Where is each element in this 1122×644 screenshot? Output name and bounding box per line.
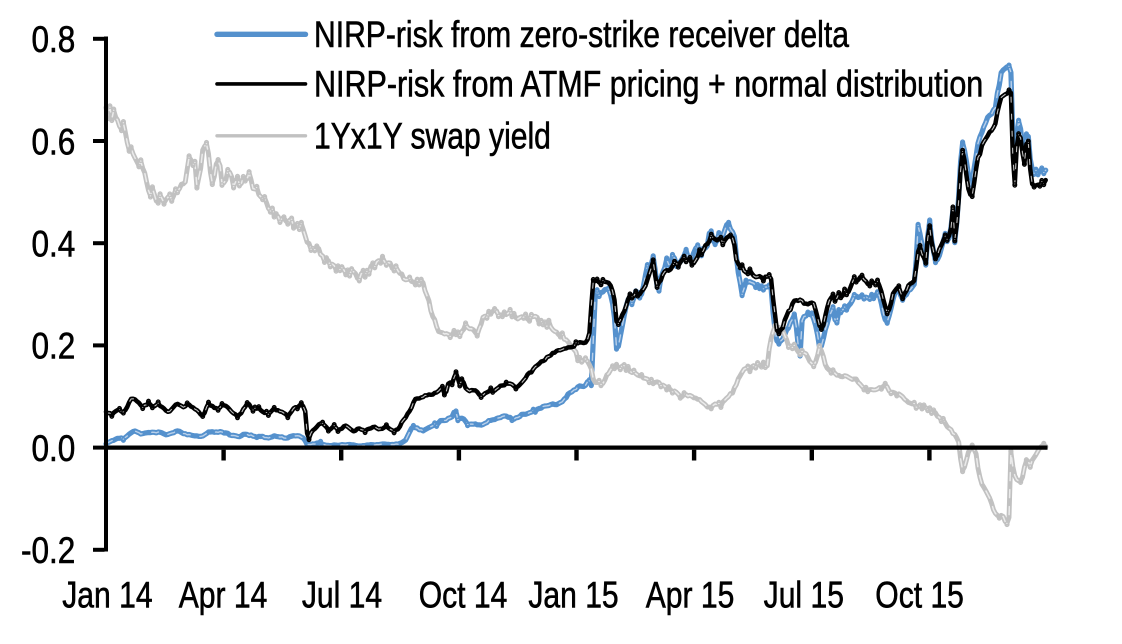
svg-text:-0.2: -0.2: [21, 531, 75, 572]
svg-text:1Yx1Y swap yield: 1Yx1Y swap yield: [314, 117, 551, 157]
svg-text:0.0: 0.0: [31, 429, 75, 470]
svg-text:NIRP-risk from ATMF pricing +: NIRP-risk from ATMF pricing + normal dis…: [314, 65, 983, 105]
svg-text:Apr 15: Apr 15: [646, 576, 735, 616]
svg-text:0.6: 0.6: [31, 122, 75, 163]
svg-text:Oct 14: Oct 14: [419, 576, 508, 616]
svg-text:Apr 14: Apr 14: [179, 576, 268, 616]
svg-text:Jan 15: Jan 15: [528, 576, 618, 616]
svg-text:NIRP-risk from zero-strike rec: NIRP-risk from zero-strike receiver delt…: [314, 15, 849, 55]
svg-text:0.4: 0.4: [31, 224, 75, 265]
svg-text:Jul 15: Jul 15: [764, 576, 844, 616]
svg-text:Jan 14: Jan 14: [62, 576, 152, 616]
svg-text:0.2: 0.2: [31, 327, 75, 368]
svg-text:Jul 14: Jul 14: [302, 576, 382, 616]
svg-text:0.8: 0.8: [31, 20, 75, 61]
svg-text:Oct 15: Oct 15: [875, 576, 964, 616]
